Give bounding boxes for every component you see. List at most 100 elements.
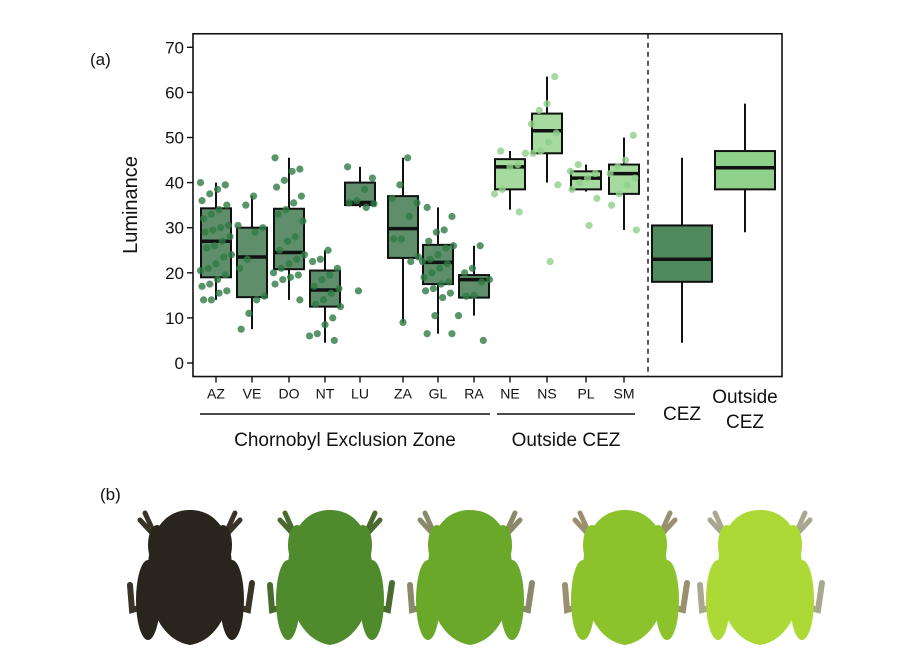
data-point-ZA [413, 199, 421, 207]
x-tick-label: PL [577, 386, 594, 402]
data-point-LU [368, 174, 376, 182]
y-tick-label: 70 [165, 38, 184, 57]
data-point-SM [631, 174, 639, 182]
data-point-SM [621, 156, 630, 164]
data-point-PL [583, 174, 592, 182]
data-point-AZ [206, 190, 214, 198]
data-point-PL [566, 167, 575, 175]
data-point-AZ [200, 215, 208, 223]
data-point-SM [623, 181, 631, 189]
frog-body [147, 510, 233, 645]
data-point-ZA [407, 257, 415, 266]
y-tick-label: 30 [165, 219, 184, 238]
data-point-NE [514, 160, 522, 169]
data-point-DO [288, 167, 296, 175]
data-point-NS [552, 129, 560, 137]
data-point-NS [546, 257, 554, 266]
data-point-AZ [215, 206, 223, 214]
data-point-AZ [215, 289, 223, 297]
data-point-GL [449, 242, 458, 250]
frog-lightest-photo [697, 510, 825, 645]
data-point-GL [448, 212, 456, 221]
x-tick-label: RA [464, 386, 484, 402]
data-point-ZA [397, 235, 406, 243]
data-point-NT [309, 257, 317, 266]
data-point-GL [426, 255, 434, 263]
frog-light-green-photo [562, 510, 690, 645]
data-point-NT [330, 336, 338, 345]
data-point-NT [335, 284, 343, 293]
data-point-SM [608, 201, 616, 209]
data-point-GL [422, 287, 430, 295]
data-point-AZ [212, 260, 220, 268]
data-point-AZ [213, 275, 222, 284]
data-point-AZ [207, 296, 215, 304]
data-point-ZA [405, 212, 413, 221]
data-point-LU [344, 163, 352, 171]
data-point-AZ [196, 266, 205, 275]
frog-front-toes [137, 510, 243, 538]
y-axis-label: Luminance [120, 156, 142, 254]
data-point-SM [632, 226, 641, 234]
data-point-DO [283, 237, 292, 245]
x-tick-label: NE [500, 386, 519, 402]
data-point-DO [277, 264, 285, 272]
data-point-NT [326, 271, 334, 279]
data-point-NE [497, 147, 505, 155]
data-point-DO [300, 251, 309, 259]
data-point-NT [327, 289, 335, 297]
x-tick-label: SM [614, 386, 635, 402]
data-point-DO [299, 217, 307, 225]
data-point-VE [249, 192, 258, 200]
data-point-AZ [210, 242, 219, 250]
data-point-GL [420, 273, 428, 281]
data-point-VE [245, 309, 253, 317]
data-point-AZ [226, 233, 234, 241]
data-point-NT [319, 296, 328, 304]
data-point-DO [280, 176, 288, 184]
data-point-NT [324, 246, 332, 254]
data-point-LU [353, 197, 361, 205]
data-point-AZ [221, 181, 229, 189]
summary-CEZ-box [651, 224, 713, 283]
data-point-RA [479, 336, 487, 345]
x-tick-label: ZA [394, 386, 413, 402]
data-point-AZ [200, 296, 208, 304]
summary-label: CEZ [663, 404, 701, 425]
data-point-PL [591, 169, 599, 178]
data-point-SM [629, 131, 637, 139]
data-point-DO [297, 192, 305, 200]
boxplot-chart: 0 10 20 30 40 50 60 70 AZ VE DO NT LU ZA GL RA NE NS PL SM C… [165, 32, 783, 451]
data-point-DO [296, 296, 304, 304]
data-point-GL [423, 203, 431, 212]
data-point-VE [251, 228, 259, 236]
data-point-NE [490, 190, 499, 198]
data-point-AZ [203, 244, 211, 252]
frog-body [427, 510, 513, 645]
y-tick-label: 60 [165, 83, 184, 102]
data-point-NT [316, 255, 324, 263]
data-point-DO [271, 154, 279, 162]
data-point-AZ [198, 197, 206, 205]
data-point-PL [576, 179, 584, 187]
data-point-NS [544, 138, 553, 146]
data-point-SM [614, 163, 622, 171]
data-point-NS [537, 147, 545, 155]
frog-green-photo [407, 510, 535, 645]
data-point-RA [468, 264, 477, 272]
data-point-GL [445, 278, 453, 286]
data-point-GL [434, 251, 442, 259]
data-point-VE [259, 224, 267, 232]
data-point-RA [454, 312, 463, 320]
data-point-DO [286, 273, 295, 281]
data-point-LU [370, 200, 378, 208]
data-point-NT [321, 321, 329, 329]
data-point-RA [470, 291, 478, 299]
data-point-AZ [217, 224, 225, 232]
data-point-LU [362, 203, 370, 212]
frog-dark-green-photo [267, 510, 395, 645]
data-point-AZ [218, 237, 226, 245]
x-tick-label: VE [243, 386, 262, 402]
data-point-ZA [404, 154, 412, 162]
data-point-RA [485, 275, 494, 284]
